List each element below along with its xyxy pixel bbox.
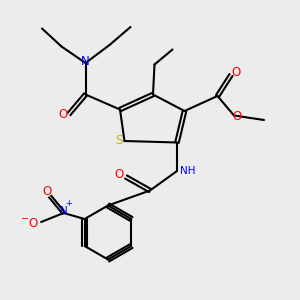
Text: S: S — [116, 134, 123, 148]
Text: O: O — [232, 110, 242, 124]
Text: −: − — [21, 214, 29, 224]
Text: +: + — [66, 200, 73, 208]
Text: O: O — [58, 107, 68, 121]
Text: O: O — [28, 217, 37, 230]
Text: O: O — [231, 66, 240, 79]
Text: NH: NH — [180, 166, 195, 176]
Text: O: O — [115, 168, 124, 181]
Text: O: O — [42, 184, 51, 198]
Text: N: N — [81, 55, 90, 68]
Text: N: N — [60, 206, 68, 216]
